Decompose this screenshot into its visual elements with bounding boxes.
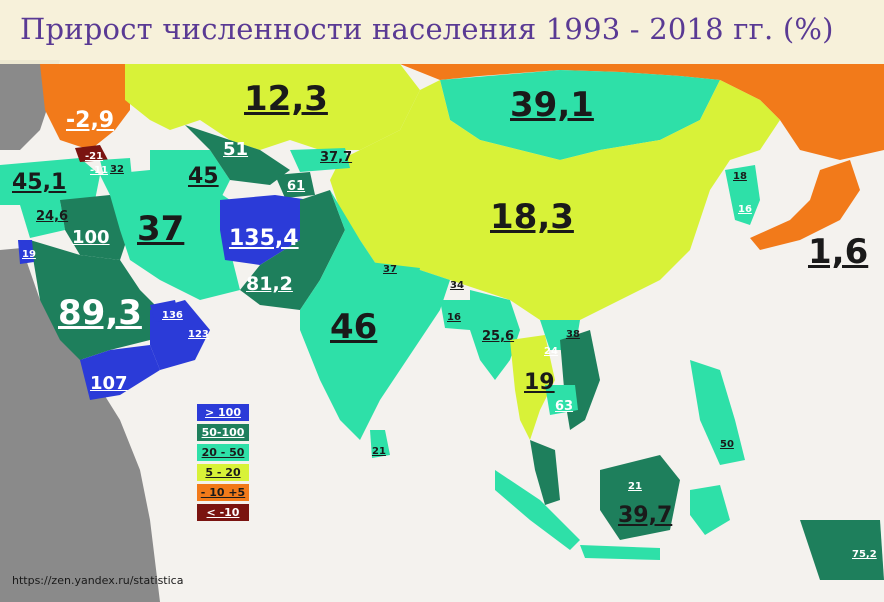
region-iraq: [60, 195, 130, 260]
region-yemen: [80, 345, 160, 400]
label-north-korea: 18: [733, 171, 747, 182]
legend-item: 20 - 50: [197, 444, 249, 461]
map-title: Прирост численности населения 1993 - 201…: [20, 12, 834, 46]
region-japan: [750, 160, 860, 250]
label-russia: -2,9: [66, 108, 115, 133]
label-armenia: -11: [90, 165, 109, 176]
region-russia: [40, 64, 130, 150]
label-thailand: 19: [524, 370, 555, 395]
region-nepal: [370, 262, 420, 278]
label-georgia: -21: [85, 151, 104, 162]
region-uzbekistan: [185, 125, 290, 185]
region-kyrgyzstan: [290, 148, 350, 172]
legend-item: 50-100: [197, 424, 249, 441]
region-korea: [725, 165, 760, 225]
region-syria: [20, 200, 65, 238]
label-indonesia: 39,7: [618, 503, 673, 528]
label-japan: 1,6: [808, 232, 869, 272]
region-uae: [150, 300, 180, 322]
region-turkmenistan: [150, 150, 230, 200]
region-bangladesh: [440, 300, 470, 330]
region-turkey: [0, 158, 100, 205]
label-bhutan: 34: [450, 280, 464, 291]
label-kazakhstan: 12,3: [244, 79, 328, 119]
label-sri-lanka: 21: [372, 446, 386, 457]
label-nepal: 37: [383, 264, 397, 275]
region-philippines: [690, 360, 745, 465]
label-kyrgyzstan: 37,7: [320, 150, 353, 165]
label-turkey: 45,1: [12, 170, 67, 195]
label-philippines: 50: [720, 439, 734, 450]
label-china: 18,3: [490, 197, 574, 237]
label-azerbaijan: 32: [110, 164, 124, 175]
legend-item: - 10 +5: [197, 484, 249, 501]
region-sumatra: [495, 470, 580, 550]
label-uzbekistan: 51: [223, 139, 249, 160]
label-israel: 19: [22, 249, 36, 260]
region-malaysia: [530, 440, 560, 505]
title-banner: [0, 0, 884, 64]
label-south-korea: 16: [738, 204, 752, 215]
label-bangladesh: 16: [447, 312, 461, 323]
region-myanmar: [470, 290, 520, 380]
label-iraq: 100: [72, 227, 110, 248]
region-saudi-arabia: [30, 240, 160, 360]
label-myanmar: 25,6: [482, 329, 515, 344]
region-israel: [18, 240, 34, 264]
region-africa: [0, 248, 160, 602]
region-georgia: [75, 145, 108, 162]
source-link[interactable]: https://zen.yandex.ru/statistica: [12, 574, 184, 587]
label-turkmenistan: 45: [188, 164, 219, 189]
label-syria: 24,6: [36, 209, 69, 224]
region-afghanistan: [220, 195, 310, 265]
region-iran: [100, 170, 240, 300]
region-china: [330, 80, 780, 320]
region-sri-lanka: [370, 430, 390, 458]
label-tajikistan: 61: [287, 179, 306, 194]
region-kazakhstan: [125, 64, 420, 150]
label-india: 46: [330, 307, 378, 347]
legend-item: > 100: [197, 404, 249, 421]
region-sulawesi: [690, 485, 730, 535]
region-borneo: [600, 455, 680, 540]
region-russia-east: [400, 64, 884, 160]
label-oman: 123: [188, 329, 209, 340]
label-uae: 136: [162, 310, 183, 321]
label-laos: 38: [566, 329, 580, 340]
label-vietnam: 24: [544, 346, 558, 357]
label-malaysia: 21: [628, 481, 642, 492]
region-thailand: [510, 335, 555, 440]
legend-item: 5 - 20: [197, 464, 249, 481]
region-india: [300, 190, 450, 440]
label-cambodia: 63: [555, 399, 574, 414]
region-tajikistan: [275, 172, 315, 198]
region-png: [800, 520, 884, 580]
label-yemen: 107: [90, 373, 128, 394]
region-cambodia: [545, 385, 578, 415]
legend-item: < -10: [197, 504, 249, 521]
region-mongolia: [440, 70, 720, 160]
region-pakistan: [240, 190, 345, 310]
label-iran: 37: [137, 209, 185, 249]
label-saudi-arabia: 89,3: [58, 293, 142, 333]
label-png: 75,2: [852, 549, 877, 560]
label-mongolia: 39,1: [510, 85, 594, 125]
label-afghanistan: 135,4: [229, 226, 299, 251]
label-pakistan: 81,2: [246, 273, 293, 295]
region-java: [580, 545, 660, 560]
